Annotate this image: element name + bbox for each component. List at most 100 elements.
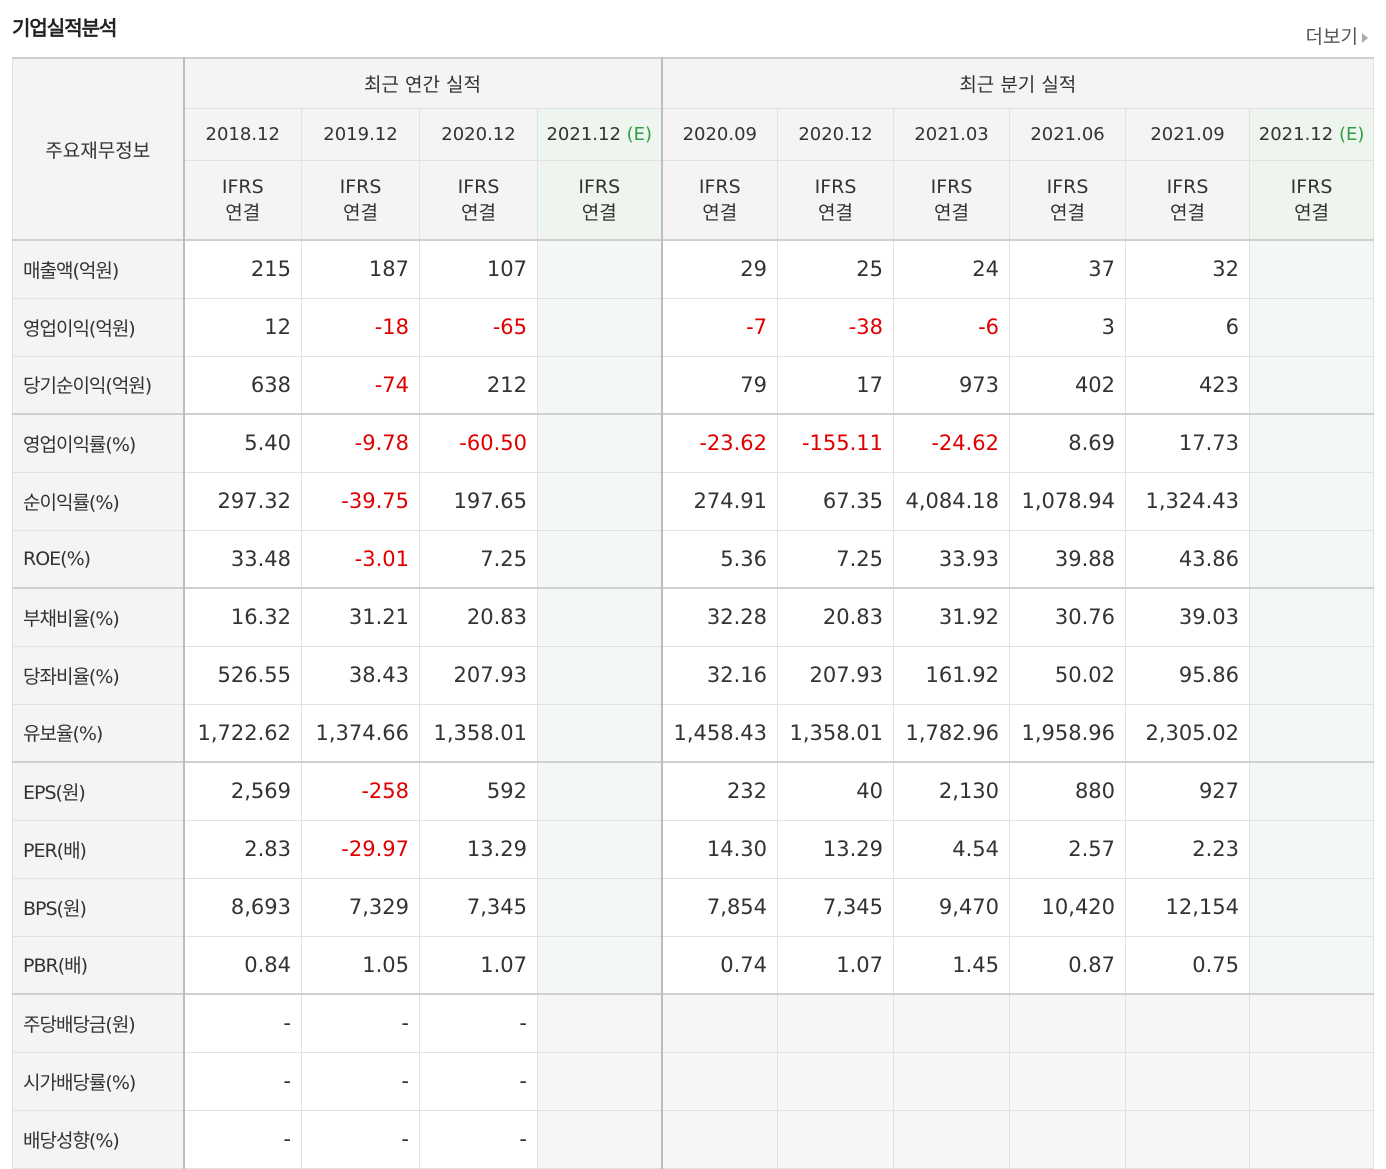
table-cell xyxy=(661,993,779,1053)
table-cell: -65 xyxy=(419,297,538,357)
basis-line1: IFRS xyxy=(698,175,741,198)
table-cell: 7.25 xyxy=(777,529,895,589)
basis-header: IFRS 연결 xyxy=(661,159,779,241)
table-cell: 1,722.62 xyxy=(183,703,302,763)
table-cell: 0.74 xyxy=(661,935,779,995)
table-cell: 207.93 xyxy=(777,645,895,705)
table-cell: 7,329 xyxy=(301,877,420,937)
basis-line2: 연결 xyxy=(343,201,378,224)
basis-header: IFRS 연결 xyxy=(1249,159,1375,241)
table-cell: 2.57 xyxy=(1009,819,1127,879)
table-cell: 1,958.96 xyxy=(1009,703,1127,763)
basis-line2: 연결 xyxy=(581,201,617,224)
table-cell xyxy=(1249,993,1375,1053)
more-link[interactable]: 더보기 xyxy=(1306,22,1368,49)
table-cell: 197.65 xyxy=(419,471,538,531)
table-row: 당기순이익(억원) 638 -74 212 79 17 973 402 423 xyxy=(12,355,1375,415)
table-cell: 638 xyxy=(183,355,302,415)
basis-header: IFRS 연결 xyxy=(1125,159,1251,241)
table-cell: - xyxy=(301,993,420,1053)
table-cell: 20.83 xyxy=(777,587,895,647)
table-cell: 7.25 xyxy=(419,529,538,589)
table-row: PER(배) 2.83 -29.97 13.29 14.30 13.29 4.54 2.57 2… xyxy=(12,819,1375,879)
period-label: 2021.03 xyxy=(914,123,989,145)
row-label: 유보율(%) xyxy=(12,703,185,763)
table-cell xyxy=(536,935,663,995)
table-cell: 297.32 xyxy=(183,471,302,531)
table-row: 영업이익률(%) 5.40 -9.78 -60.50 -23.62 -155.11 -24.… xyxy=(12,413,1375,473)
table-cell xyxy=(777,1051,895,1111)
row-label: PBR(배) xyxy=(12,935,185,995)
table-cell: 32 xyxy=(1125,239,1251,299)
table-cell: - xyxy=(419,1109,538,1169)
basis-line1: IFRS xyxy=(1046,175,1089,198)
row-label: BPS(원) xyxy=(12,877,185,937)
table-cell: -23.62 xyxy=(661,413,779,473)
table-cell: 0.75 xyxy=(1125,935,1251,995)
table-cell: 7,854 xyxy=(661,877,779,937)
row-label: 영업이익률(%) xyxy=(12,413,185,473)
table-cell xyxy=(1249,761,1375,821)
period-header: 2021.06 xyxy=(1009,107,1127,161)
table-cell: 2.23 xyxy=(1125,819,1251,879)
basis-line1: IFRS xyxy=(457,175,500,198)
row-label: PER(배) xyxy=(12,819,185,879)
table-cell: 0.87 xyxy=(1009,935,1127,995)
table-cell xyxy=(536,239,663,299)
period-label: 2018.12 xyxy=(205,123,280,145)
table-cell: 5.36 xyxy=(661,529,779,589)
table-cell: 232 xyxy=(661,761,779,821)
table-cell: - xyxy=(301,1109,420,1169)
period-header: 2021.03 xyxy=(893,107,1011,161)
table-row: 주당배당금(원) - - - xyxy=(12,993,1375,1053)
table-cell: 37 xyxy=(1009,239,1127,299)
table-cell xyxy=(1249,645,1375,705)
basis-line2: 연결 xyxy=(1170,201,1206,224)
table-cell: 40 xyxy=(777,761,895,821)
table-cell: 402 xyxy=(1009,355,1127,415)
table-cell xyxy=(1249,297,1375,357)
more-link-label: 더보기 xyxy=(1305,26,1358,48)
basis-line2: 연결 xyxy=(225,201,261,224)
table-cell: 8,693 xyxy=(183,877,302,937)
table-cell: 2.83 xyxy=(183,819,302,879)
table-cell: - xyxy=(419,993,538,1053)
table-cell: 10,420 xyxy=(1009,877,1127,937)
table-row: 영업이익(억원) 12 -18 -65 -7 -38 -6 3 6 xyxy=(12,297,1375,357)
table-cell: 2,569 xyxy=(183,761,302,821)
table-cell xyxy=(1249,819,1375,879)
table-cell: 24 xyxy=(893,239,1011,299)
table-cell: 592 xyxy=(419,761,538,821)
table-cell: 187 xyxy=(301,239,420,299)
row-label: 매출액(억원) xyxy=(12,239,185,299)
table-cell: 14.30 xyxy=(661,819,779,879)
row-label: 부채비율(%) xyxy=(12,587,185,647)
table-cell: - xyxy=(183,993,302,1053)
period-label: 2020.12 xyxy=(798,123,873,145)
table-cell: -18 xyxy=(301,297,420,357)
table-cell: 1,358.01 xyxy=(777,703,895,763)
table-cell: 30.76 xyxy=(1009,587,1127,647)
table-cell: 0.84 xyxy=(183,935,302,995)
basis-line1: IFRS xyxy=(339,175,382,198)
table-cell: -258 xyxy=(301,761,420,821)
financial-summary-table: 주요재무정보 최근 연간 실적 최근 분기 실적 2018.12 2019.12 2… xyxy=(12,57,1375,1169)
table-cell: 4,084.18 xyxy=(893,471,1011,531)
table-cell: 39.03 xyxy=(1125,587,1251,647)
table-cell xyxy=(536,761,663,821)
table-cell xyxy=(1009,993,1127,1053)
table-cell: 9,470 xyxy=(893,877,1011,937)
table-row: EPS(원) 2,569 -258 592 232 40 2,130 880 927 xyxy=(12,761,1375,821)
table-cell xyxy=(1009,1109,1127,1169)
table-row: 매출액(억원) 215 187 107 29 25 24 37 32 xyxy=(12,239,1375,299)
table-cell xyxy=(1249,355,1375,415)
basis-header: IFRS 연결 xyxy=(419,159,538,241)
basis-line1: IFRS xyxy=(930,175,973,198)
basis-line1: IFRS xyxy=(814,175,857,198)
table-cell: -24.62 xyxy=(893,413,1011,473)
table-cell: 7,345 xyxy=(419,877,538,937)
row-label: 영업이익(억원) xyxy=(12,297,185,357)
table-cell: 8.69 xyxy=(1009,413,1127,473)
table-cell: 1,324.43 xyxy=(1125,471,1251,531)
table-cell: 4.54 xyxy=(893,819,1011,879)
